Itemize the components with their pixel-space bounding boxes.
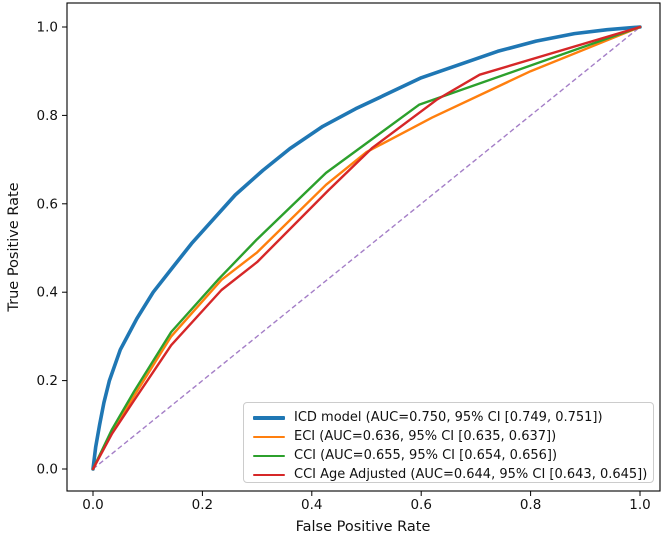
x-tick-label: 0.6 bbox=[410, 497, 431, 513]
legend-item-icd-model: ICD model (AUC=0.750, 95% CI [0.749, 0.7… bbox=[253, 408, 653, 427]
chance-diagonal-line bbox=[92, 26, 641, 470]
legend-swatch-eci bbox=[253, 435, 285, 438]
x-tick-label: 0.8 bbox=[520, 497, 541, 513]
axes-spines bbox=[66, 2, 661, 492]
legend-swatch-cci-age-adjusted bbox=[253, 473, 285, 476]
legend-item-cci-age-adjusted: CCI Age Adjusted (AUC=0.644, 95% CI [0.6… bbox=[253, 465, 653, 484]
legend-item-cci: CCI (AUC=0.655, 95% CI [0.654, 0.656]) bbox=[253, 446, 653, 465]
y-axis-label: True Positive Rate bbox=[6, 182, 22, 312]
x-tick-label: 0.2 bbox=[192, 497, 213, 513]
legend-swatch-icd-model bbox=[253, 415, 285, 420]
legend-swatch-cci bbox=[253, 454, 285, 457]
legend-label-cci: CCI (AUC=0.655, 95% CI [0.654, 0.656]) bbox=[294, 448, 558, 463]
curves-layer bbox=[91, 25, 642, 471]
x-tick-label: 0.0 bbox=[82, 497, 103, 513]
y-tick-label: 0.2 bbox=[37, 373, 58, 389]
x-tick-label: 0.4 bbox=[301, 497, 322, 513]
x-tick-label: 1.0 bbox=[629, 497, 650, 513]
ticks-layer: 0.0 0.2 0.4 0.6 0.8 1.0 0.0 0.2 0.4 0.6 0.8 1.0 bbox=[37, 20, 651, 514]
eci-curve bbox=[91, 25, 642, 471]
legend-label-icd-model: ICD model (AUC=0.750, 95% CI [0.749, 0.7… bbox=[294, 410, 603, 425]
y-tick-label: 0.6 bbox=[37, 196, 58, 212]
icd-model-curve bbox=[91, 25, 642, 471]
y-tick-label: 0.4 bbox=[37, 285, 58, 301]
legend: ICD model (AUC=0.750, 95% CI [0.749, 0.7… bbox=[243, 402, 654, 483]
x-axis-label: False Positive Rate bbox=[296, 519, 431, 535]
cci-age-adjusted-curve bbox=[91, 25, 642, 471]
legend-item-eci: ECI (AUC=0.636, 95% CI [0.635, 0.637]) bbox=[253, 427, 653, 446]
y-tick-label: 0.0 bbox=[37, 462, 58, 478]
legend-label-cci-age-adjusted: CCI Age Adjusted (AUC=0.644, 95% CI [0.6… bbox=[294, 467, 648, 482]
legend-label-eci: ECI (AUC=0.636, 95% CI [0.635, 0.637]) bbox=[294, 429, 557, 444]
cci-curve bbox=[91, 25, 642, 471]
y-tick-label: 0.8 bbox=[37, 108, 58, 124]
y-tick-label: 1.0 bbox=[37, 20, 58, 36]
